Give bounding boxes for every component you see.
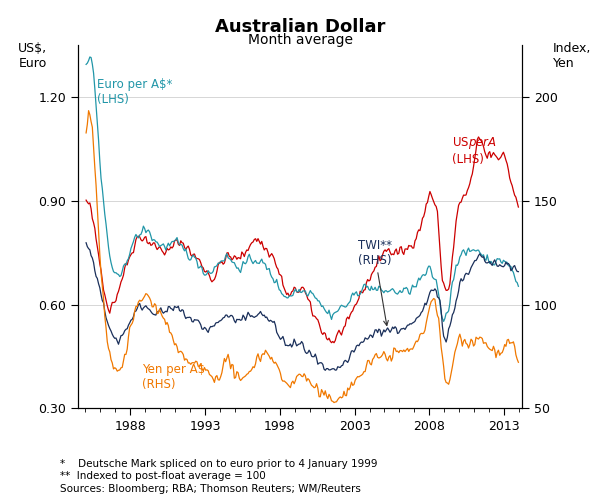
Y-axis label: US$,
Euro: US$, Euro: [18, 42, 47, 70]
Text: **  Indexed to post-float average = 100: ** Indexed to post-float average = 100: [60, 471, 266, 481]
Text: Euro per A$*
(LHS): Euro per A$* (LHS): [97, 78, 173, 106]
Text: Month average: Month average: [248, 33, 353, 47]
Text: *    Deutsche Mark spliced on to euro prior to 4 January 1999: * Deutsche Mark spliced on to euro prior…: [60, 459, 377, 469]
Text: Sources: Bloomberg; RBA; Thomson Reuters; WM/Reuters: Sources: Bloomberg; RBA; Thomson Reuters…: [60, 484, 361, 494]
Text: US$ per A$
(LHS): US$ per A$ (LHS): [452, 135, 497, 166]
Text: Australian Dollar: Australian Dollar: [215, 18, 385, 36]
Y-axis label: Index,
Yen: Index, Yen: [553, 42, 592, 70]
Text: Yen per A$
(RHS): Yen per A$ (RHS): [142, 363, 205, 391]
Text: TWI**
(RHS): TWI** (RHS): [358, 239, 392, 326]
